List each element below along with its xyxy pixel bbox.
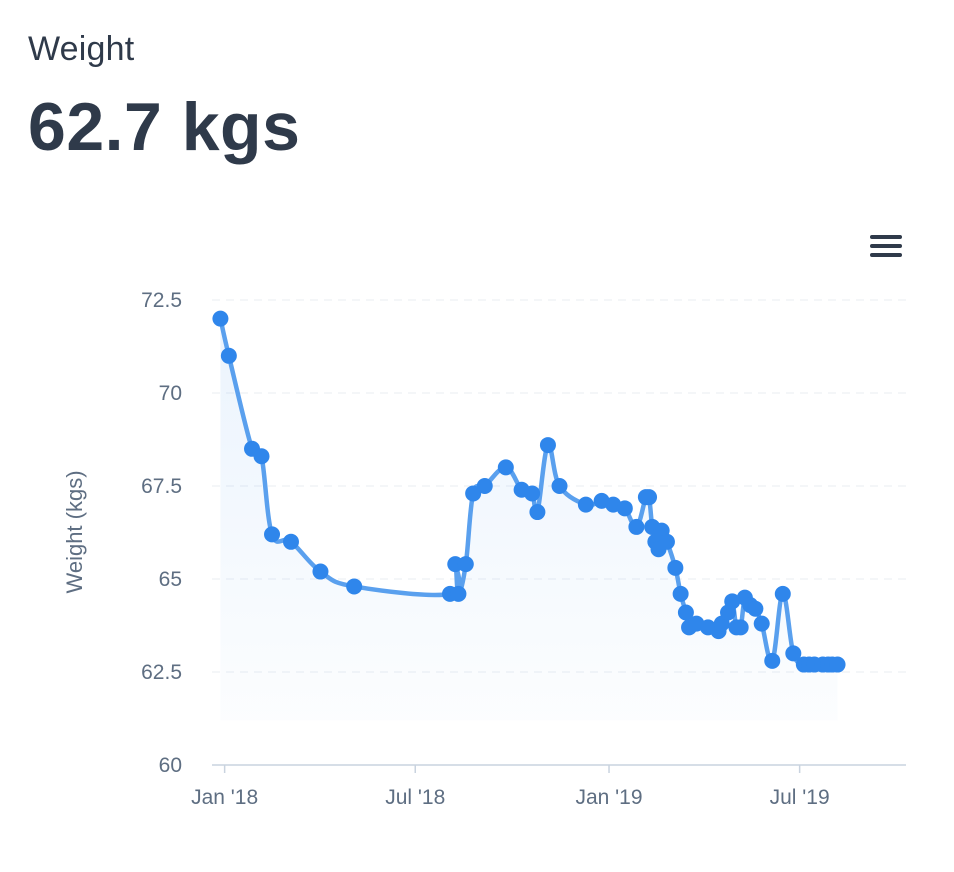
x-tick-label: Jan '19 [575,786,642,809]
data-point [551,478,568,494]
data-point [829,656,846,673]
data-point [346,578,363,595]
data-point [212,310,229,327]
data-point [732,619,749,636]
data-point [529,504,546,521]
data-point [264,526,281,543]
y-tick-label: 60 [159,754,182,777]
data-point [672,585,689,602]
data-point [774,585,791,602]
metric-label: Weight [28,30,135,68]
data-point [667,559,684,576]
data-point [450,585,467,602]
menu-bar [870,244,902,248]
y-tick-label: 62.5 [141,661,182,684]
data-point [312,563,329,580]
data-point [677,604,694,621]
data-point [747,600,764,617]
data-point [753,615,770,632]
data-point [220,347,237,364]
data-point [457,556,474,573]
data-point [282,533,299,550]
menu-bar [870,253,902,257]
data-point [764,652,781,669]
data-point [724,593,741,610]
menu-bar [870,235,902,239]
y-tick-label: 72.5 [141,289,182,312]
data-point [577,496,594,513]
data-point [785,645,802,662]
data-point [476,478,493,494]
x-tick-label: Jul '19 [770,786,830,809]
data-point [641,489,658,506]
data-point [616,500,633,517]
x-tick-label: Jan '18 [191,786,258,809]
data-point [658,533,675,550]
hamburger-menu-icon[interactable] [864,228,908,264]
data-point [524,485,541,502]
metric-value: 62.7 kgs [28,89,301,165]
y-axis-title: Weight (kgs) [62,470,87,593]
data-point [465,485,482,502]
y-tick-label: 65 [159,568,182,591]
data-point [539,437,556,454]
y-tick-label: 67.5 [141,475,182,498]
data-point [497,459,514,476]
series-area [220,318,838,721]
x-tick-label: Jul '18 [385,786,445,809]
data-point [628,518,645,535]
y-tick-label: 70 [159,382,182,405]
data-point [253,448,270,465]
